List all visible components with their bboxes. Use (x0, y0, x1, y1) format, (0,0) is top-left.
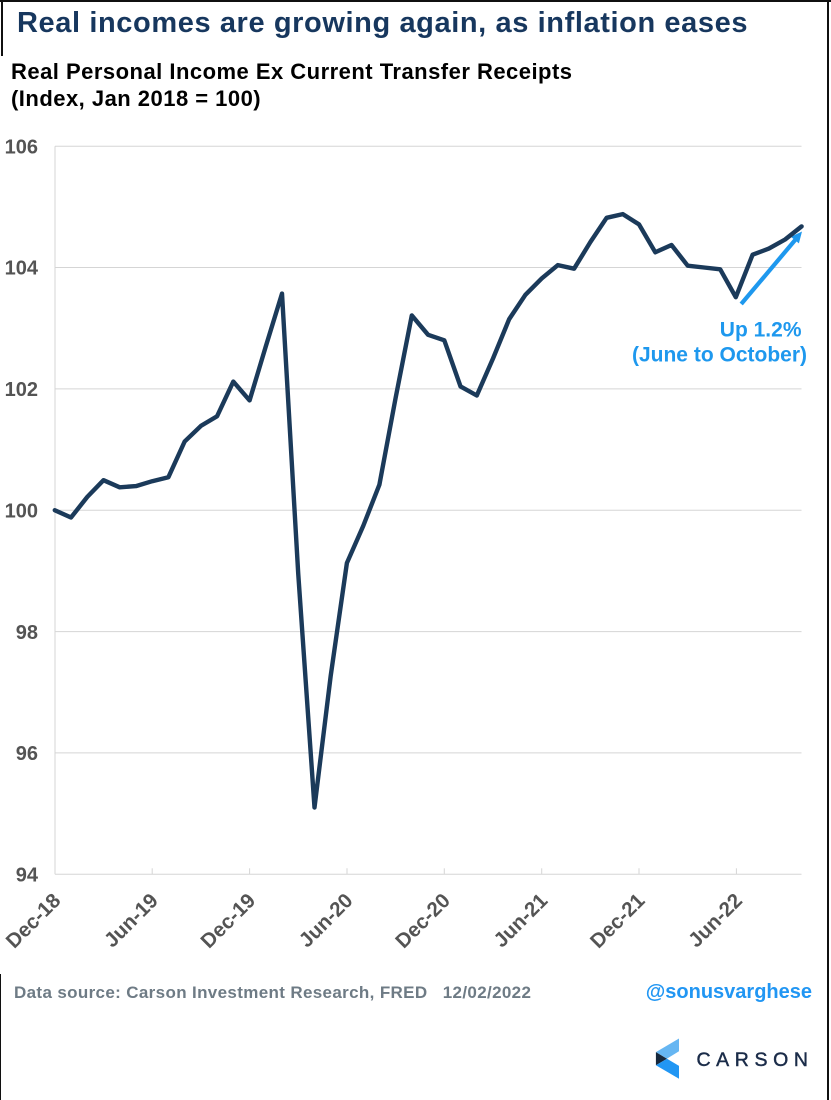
svg-text:Jun-19: Jun-19 (100, 889, 163, 952)
svg-text:Jun-21: Jun-21 (489, 889, 552, 952)
svg-text:102: 102 (5, 379, 38, 401)
svg-text:Dec-20: Dec-20 (391, 889, 455, 953)
svg-text:Dec-18: Dec-18 (2, 889, 66, 953)
svg-text:Jun-20: Jun-20 (295, 889, 358, 952)
svg-text:CARSON: CARSON (697, 1049, 814, 1071)
svg-text:Dec-19: Dec-19 (196, 889, 260, 953)
svg-text:96: 96 (16, 743, 38, 765)
svg-text:98: 98 (16, 622, 38, 644)
svg-text:94: 94 (16, 865, 39, 887)
svg-text:Dec-21: Dec-21 (586, 889, 650, 953)
svg-text:104: 104 (5, 258, 39, 280)
svg-text:Jun-22: Jun-22 (684, 889, 747, 952)
svg-text:Up 1.2%: Up 1.2% (720, 318, 802, 341)
svg-text:100: 100 (5, 500, 38, 522)
svg-text:106: 106 (5, 136, 38, 158)
svg-text:(June to October): (June to October) (632, 344, 807, 367)
